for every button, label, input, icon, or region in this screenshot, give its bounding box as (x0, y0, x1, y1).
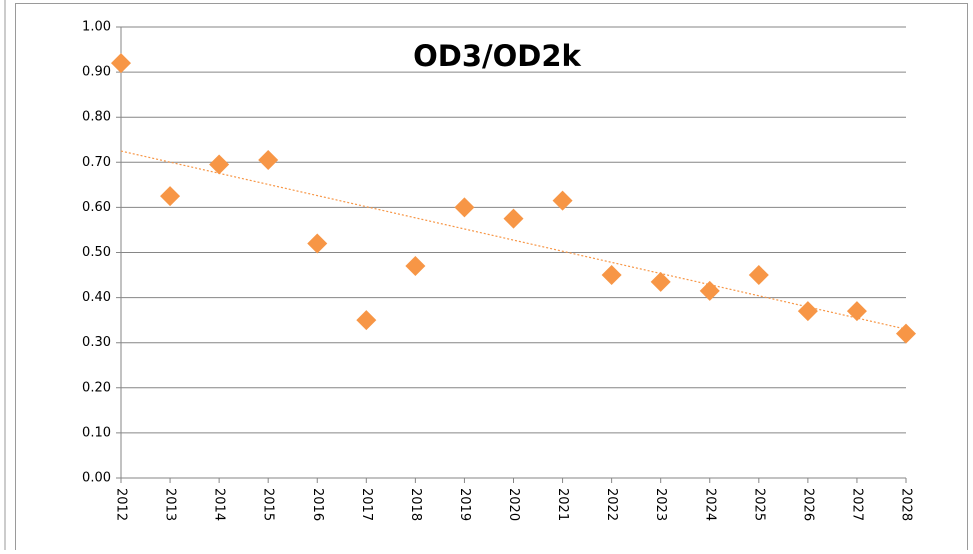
x-tick-label: 2015 (261, 488, 276, 521)
data-point (454, 197, 475, 218)
x-tick-label: 2014 (212, 488, 227, 521)
x-tick-label: 2019 (457, 488, 472, 521)
y-tick-label: 0.00 (82, 471, 111, 486)
data-point (797, 301, 818, 322)
x-tick-label: 2028 (899, 488, 914, 521)
data-point (356, 310, 377, 331)
x-tick-label: 2024 (702, 488, 717, 521)
x-tick-label: 2012 (114, 488, 129, 521)
data-point (748, 265, 769, 286)
x-tick-label: 2018 (408, 488, 423, 521)
x-tick-label: 2026 (800, 488, 815, 521)
y-tick-label: 0.40 (82, 290, 111, 305)
y-tick-label: 0.50 (82, 245, 111, 260)
data-point (601, 265, 622, 286)
y-tick-label: 0.80 (82, 110, 111, 125)
x-tick-label: 2027 (849, 488, 864, 521)
data-point (307, 233, 328, 254)
x-tick-label: 2025 (751, 488, 766, 521)
y-tick-label: 0.90 (82, 65, 111, 80)
data-point (405, 256, 426, 277)
x-tick-label: 2021 (555, 488, 570, 521)
data-point (846, 301, 867, 322)
x-tick-label: 2016 (310, 488, 325, 521)
x-tick-label: 2017 (359, 488, 374, 521)
chart-title: OD3/OD2k (413, 39, 581, 73)
data-point (896, 323, 916, 344)
x-tick-label: 2022 (604, 488, 619, 521)
y-tick-label: 0.70 (82, 155, 111, 170)
data-point (699, 280, 720, 301)
chart-border (15, 3, 968, 554)
data-point (503, 208, 524, 229)
y-tick-label: 0.30 (82, 335, 111, 350)
trendline (120, 150, 907, 330)
x-tick-label: 2023 (653, 488, 668, 521)
x-tick-label: 2013 (163, 488, 178, 521)
data-point (258, 150, 279, 171)
data-point (160, 186, 181, 207)
data-point (650, 271, 671, 292)
x-tick-label: 2020 (506, 488, 521, 521)
y-tick-label: 1.00 (82, 20, 111, 35)
y-tick-label: 0.10 (82, 425, 111, 440)
data-point (552, 190, 573, 211)
y-tick-label: 0.20 (82, 380, 111, 395)
y-tick-label: 0.60 (82, 200, 111, 215)
data-point (209, 154, 230, 175)
data-point (111, 53, 131, 74)
